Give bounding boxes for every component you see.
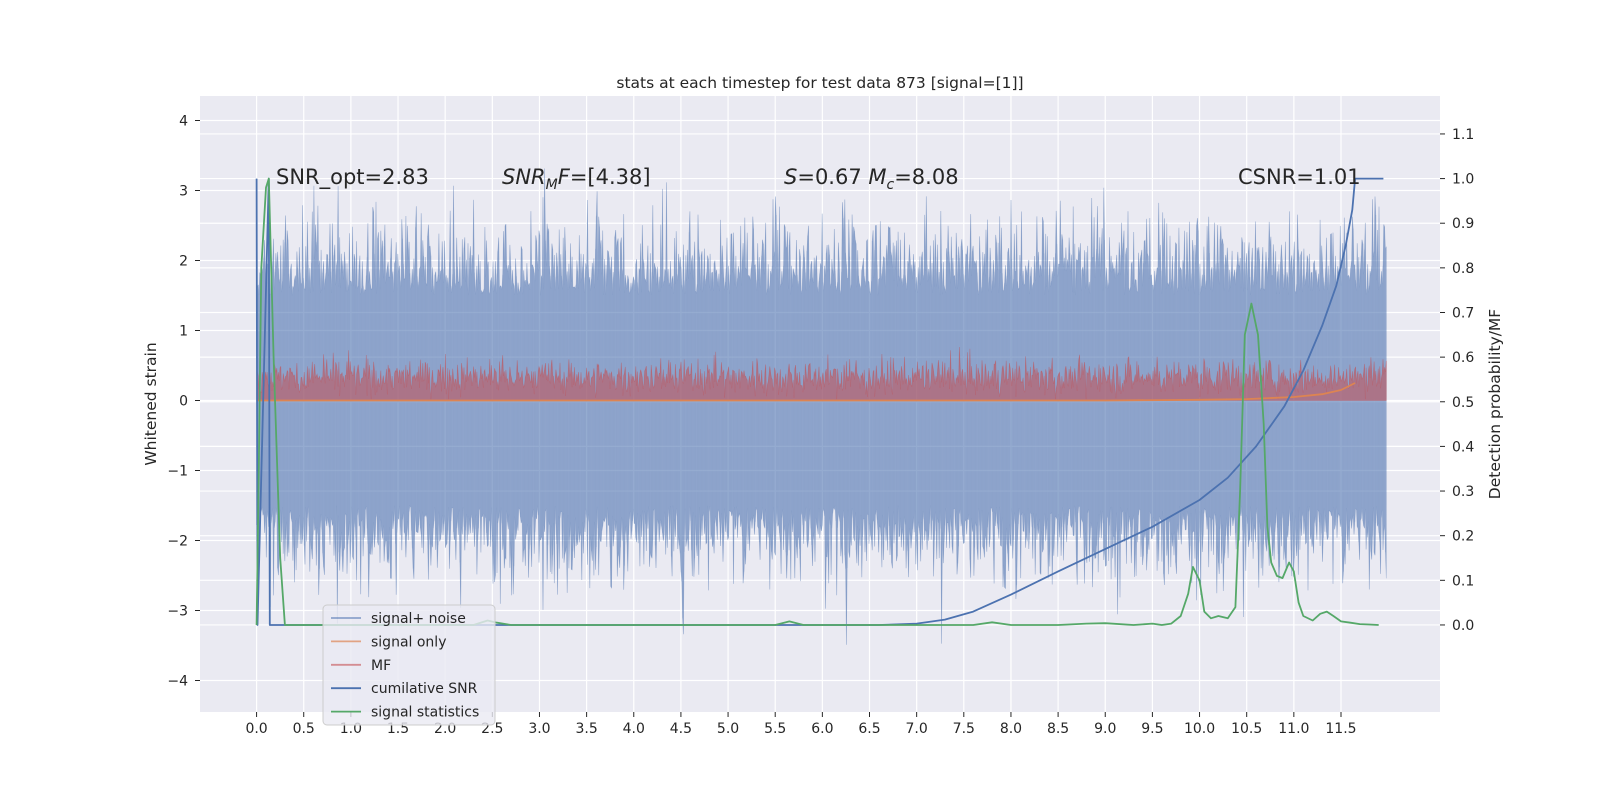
y2-tick-label: 1.0: [1452, 172, 1474, 188]
y2-tick-label: 0.1: [1452, 573, 1474, 589]
x-tick-label: 4.0: [623, 721, 645, 737]
y-tick-label: −3: [167, 604, 188, 620]
y-tick-label: 0: [179, 394, 188, 410]
x-tick-label: 7.5: [953, 721, 975, 737]
legend-label: MF: [371, 658, 391, 674]
x-tick-label: 6.0: [811, 721, 833, 737]
y2-tick-label: 0.0: [1452, 618, 1474, 634]
x-tick-label: 5.5: [764, 721, 786, 737]
x-tick-label: 6.5: [858, 721, 880, 737]
y2-tick-label: 0.6: [1452, 350, 1474, 366]
y-tick-label: −2: [167, 534, 188, 550]
y-axis-right: 0.0 0.1 0.2 0.3 0.4 0.5 0.6 0.7 0.8 0.9 1.0 1.1: [1440, 127, 1474, 634]
signal-noise-band: [256, 168, 1387, 645]
legend: signal+ noise signal only MF cumilative SNR…: [322, 604, 496, 726]
legend-label: signal+ noise: [371, 611, 466, 627]
annotation-snr-mf: SNRMF=[4.38]: [502, 165, 651, 193]
x-tick-label: 8.0: [1000, 721, 1022, 737]
x-tick-label: 9.0: [1094, 721, 1116, 737]
y-axis-left: −4 −3 −2 −1 0 1 2 3 4: [167, 114, 200, 690]
x-tick-label: 5.0: [717, 721, 739, 737]
x-tick-label: 10.0: [1184, 721, 1215, 737]
legend-box: [322, 604, 496, 726]
y2-tick-label: 0.4: [1452, 439, 1474, 455]
annotation-snr-opt: SNR_opt=2.83: [276, 165, 429, 190]
annotation-csnr: CSNR=1.01: [1238, 165, 1361, 189]
x-tick-label: 11.5: [1325, 721, 1356, 737]
y-tick-label: 2: [179, 254, 188, 270]
chart-title: stats at each timestep for test data 873…: [616, 74, 1023, 92]
x-tick-label: 9.5: [1141, 721, 1163, 737]
y2-tick-label: 0.9: [1452, 216, 1474, 232]
mf-series: [256, 346, 1387, 401]
y2-tick-label: 1.1: [1452, 127, 1474, 143]
x-tick-label: 8.5: [1047, 721, 1069, 737]
annotation-s-mc: S=0.67 Mc=8.08: [784, 165, 959, 193]
y-tick-label: −1: [167, 464, 188, 480]
signal-onlyline: [256, 382, 1356, 402]
x-tick-label: 10.5: [1231, 721, 1262, 737]
x-tick-label: 0.5: [293, 721, 315, 737]
x-axis: 0.0 0.5 1.0 1.5 2.0 2.5 3.0 3.5 4.0 4.5 5.0 5.5 6.0 6…: [245, 712, 1357, 737]
y-tick-label: 4: [179, 114, 188, 130]
x-tick-label: 0.0: [245, 721, 267, 737]
y2-axis-label: Detection probability/MF: [1486, 309, 1504, 500]
x-tick-label: 11.0: [1278, 721, 1309, 737]
y2-tick-label: 0.3: [1452, 484, 1474, 500]
y2-tick-label: 0.2: [1452, 529, 1474, 545]
legend-label: signal only: [371, 634, 446, 650]
x-tick-label: 3.0: [528, 721, 550, 737]
y-tick-label: 3: [179, 184, 188, 200]
y-tick-label: −4: [167, 674, 188, 690]
y2-tick-label: 0.5: [1452, 395, 1474, 411]
x-tick-label: 3.5: [575, 721, 597, 737]
x-tick-label: 4.5: [670, 721, 692, 737]
y-tick-label: 1: [179, 324, 188, 340]
y2-tick-label: 0.8: [1452, 261, 1474, 277]
mf-band: [256, 346, 1387, 401]
y-axis-label: Whitened strain: [142, 342, 160, 465]
legend-label: cumilative SNR: [371, 681, 478, 697]
legend-label: signal statistics: [371, 705, 479, 721]
x-tick-label: 7.0: [906, 721, 928, 737]
y2-tick-label: 0.7: [1452, 305, 1474, 321]
